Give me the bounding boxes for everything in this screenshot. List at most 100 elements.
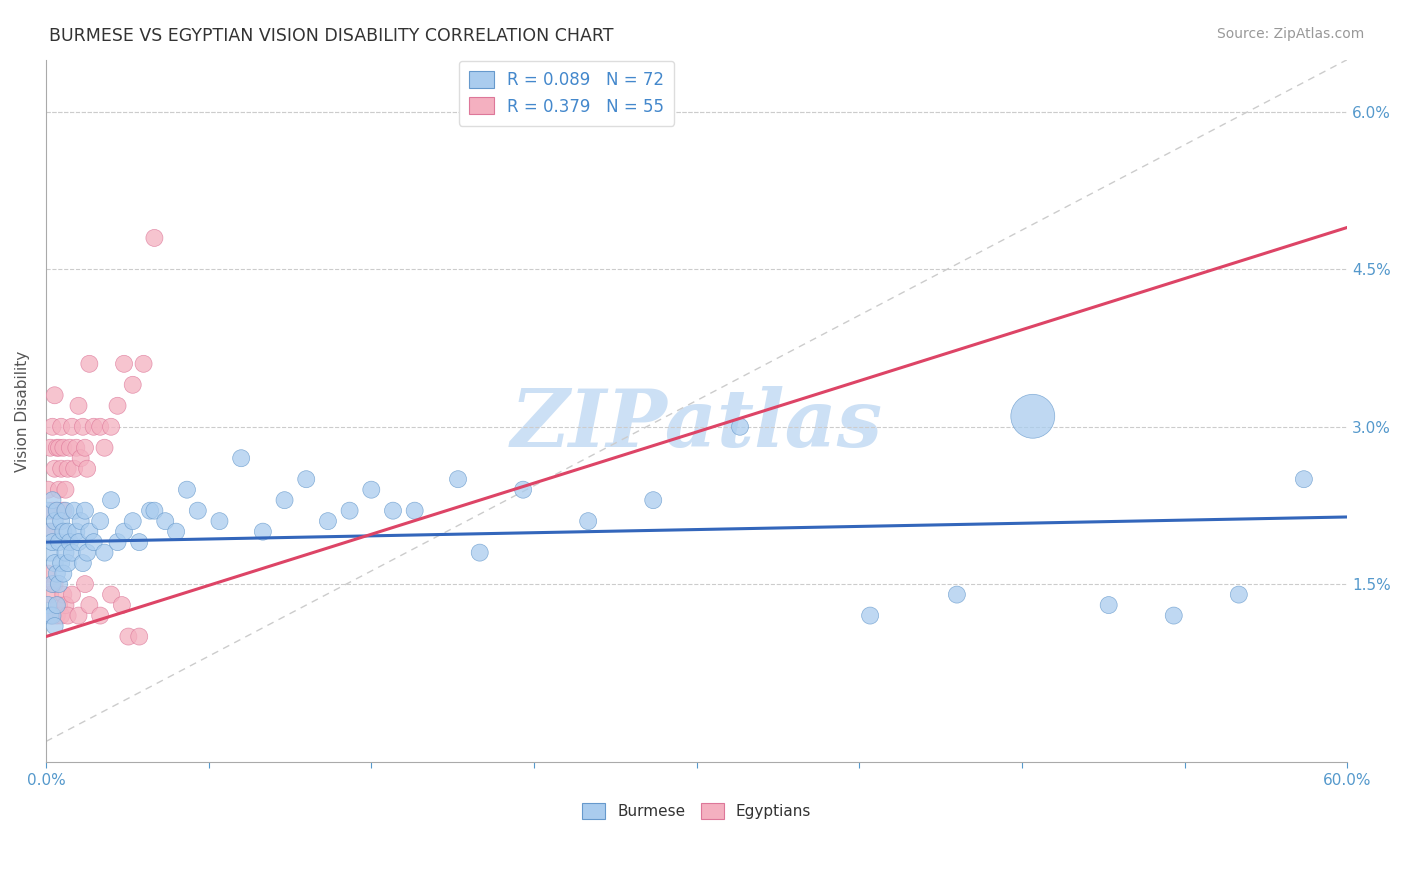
Point: [576, 514, 599, 528]
Point: [48, 598, 70, 612]
Point: [49, 419, 72, 434]
Point: [45, 566, 67, 581]
Point: [295, 472, 318, 486]
Point: [187, 504, 209, 518]
Y-axis label: Vision Disability: Vision Disability: [15, 351, 30, 472]
Point: [316, 514, 339, 528]
Point: [128, 535, 150, 549]
Point: [55, 598, 77, 612]
Point: [72, 556, 94, 570]
Point: [44, 461, 66, 475]
Point: [67, 535, 90, 549]
Point: [73, 441, 96, 455]
Point: [100, 493, 122, 508]
Point: [48, 441, 70, 455]
Point: [76, 546, 98, 560]
Point: [69, 514, 91, 528]
Point: [1022, 409, 1045, 424]
Point: [121, 377, 143, 392]
Point: [56, 608, 79, 623]
Point: [1098, 598, 1121, 612]
Point: [48, 483, 70, 497]
Point: [404, 504, 426, 518]
Point: [39, 441, 62, 455]
Point: [107, 399, 129, 413]
Point: [946, 588, 969, 602]
Point: [143, 504, 166, 518]
Point: [139, 504, 162, 518]
Point: [93, 546, 115, 560]
Point: [41, 535, 63, 549]
Point: [44, 388, 66, 402]
Point: [63, 461, 86, 475]
Point: [63, 504, 86, 518]
Point: [83, 419, 105, 434]
Point: [44, 514, 66, 528]
Point: [52, 441, 75, 455]
Point: [143, 231, 166, 245]
Point: [73, 504, 96, 518]
Point: [39, 588, 62, 602]
Point: [72, 419, 94, 434]
Point: [112, 357, 135, 371]
Point: [89, 514, 111, 528]
Point: [60, 546, 83, 560]
Text: ZIPatlas: ZIPatlas: [510, 386, 883, 464]
Point: [52, 588, 75, 602]
Point: [121, 514, 143, 528]
Point: [107, 535, 129, 549]
Point: [382, 504, 405, 518]
Point: [79, 357, 101, 371]
Point: [56, 524, 79, 539]
Point: [73, 577, 96, 591]
Point: [56, 461, 79, 475]
Point: [39, 524, 62, 539]
Point: [49, 514, 72, 528]
Legend: Burmese, Egyptians: Burmese, Egyptians: [576, 797, 817, 825]
Point: [39, 608, 62, 623]
Point: [55, 483, 77, 497]
Point: [59, 535, 82, 549]
Point: [41, 419, 63, 434]
Point: [37, 483, 59, 497]
Point: [112, 524, 135, 539]
Point: [79, 598, 101, 612]
Point: [76, 461, 98, 475]
Point: [111, 598, 134, 612]
Point: [83, 535, 105, 549]
Point: [44, 556, 66, 570]
Point: [41, 608, 63, 623]
Point: [208, 514, 231, 528]
Point: [89, 608, 111, 623]
Point: [39, 546, 62, 560]
Point: [37, 566, 59, 581]
Point: [128, 630, 150, 644]
Point: [360, 483, 382, 497]
Point: [52, 566, 75, 581]
Point: [45, 504, 67, 518]
Point: [49, 608, 72, 623]
Point: [100, 588, 122, 602]
Point: [67, 399, 90, 413]
Point: [52, 504, 75, 518]
Point: [60, 419, 83, 434]
Point: [56, 556, 79, 570]
Point: [447, 472, 470, 486]
Point: [1292, 472, 1315, 486]
Point: [41, 577, 63, 591]
Point: [65, 441, 87, 455]
Point: [45, 608, 67, 623]
Point: [643, 493, 665, 508]
Point: [231, 451, 253, 466]
Point: [468, 546, 491, 560]
Point: [48, 535, 70, 549]
Point: [67, 608, 90, 623]
Point: [132, 357, 155, 371]
Point: [55, 504, 77, 518]
Point: [176, 483, 198, 497]
Point: [1163, 608, 1185, 623]
Point: [55, 546, 77, 560]
Point: [273, 493, 295, 508]
Point: [49, 461, 72, 475]
Point: [41, 608, 63, 623]
